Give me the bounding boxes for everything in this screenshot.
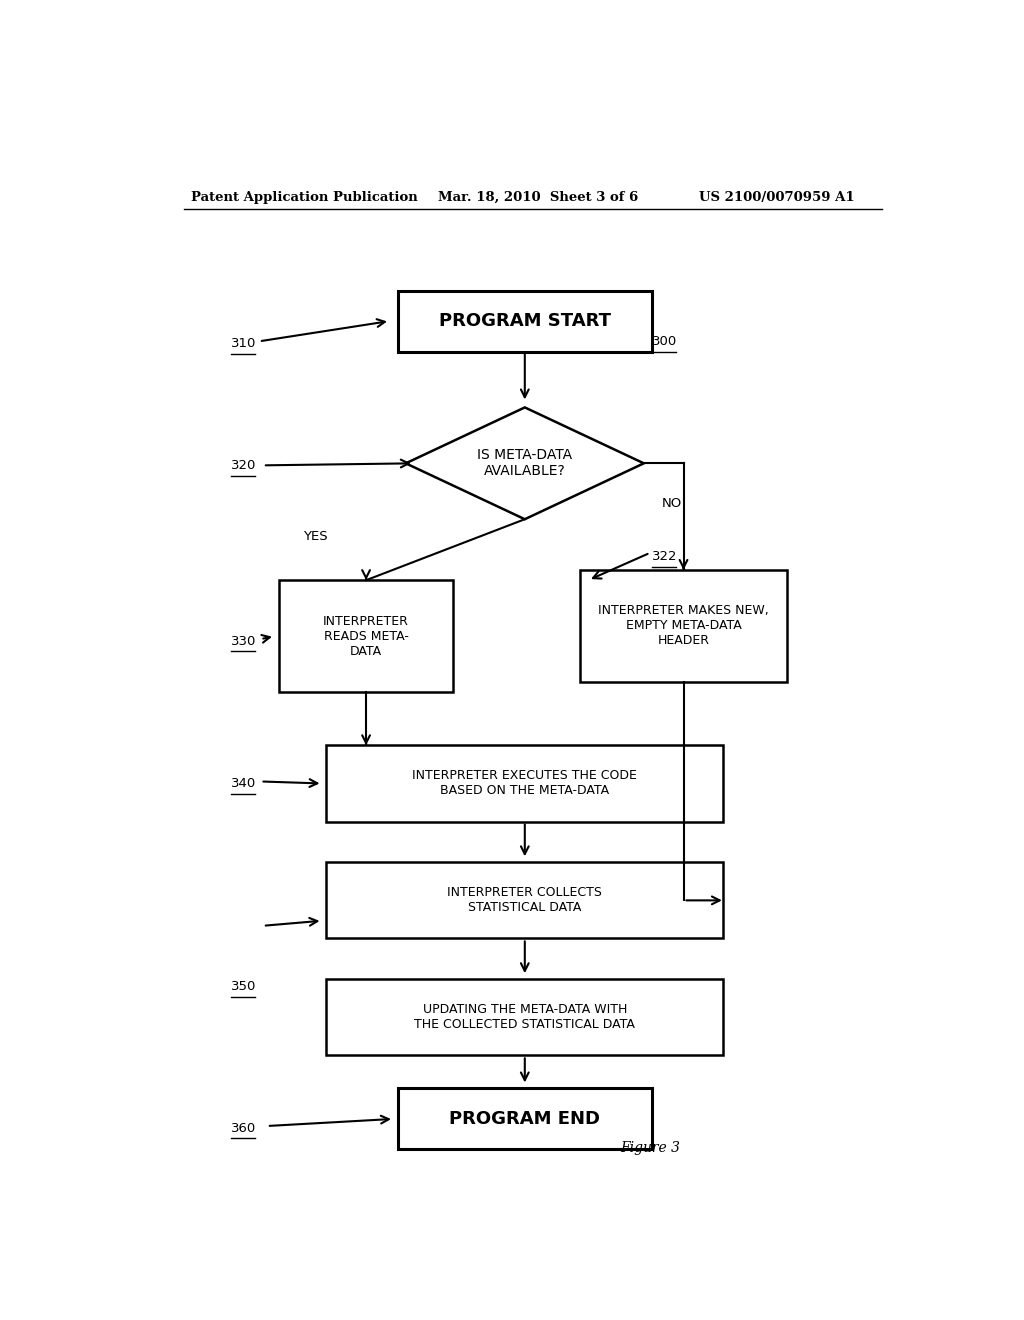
FancyBboxPatch shape [397,1089,651,1150]
Text: 310: 310 [231,337,257,350]
Text: INTERPRETER COLLECTS
STATISTICAL DATA: INTERPRETER COLLECTS STATISTICAL DATA [447,886,602,915]
Text: 360: 360 [231,1122,256,1135]
Text: 320: 320 [231,459,257,471]
FancyBboxPatch shape [327,862,723,939]
Text: INTERPRETER
READS META-
DATA: INTERPRETER READS META- DATA [324,615,409,657]
FancyBboxPatch shape [581,570,786,682]
Polygon shape [406,408,644,519]
Text: 330: 330 [231,635,257,648]
Text: Mar. 18, 2010  Sheet 3 of 6: Mar. 18, 2010 Sheet 3 of 6 [437,190,638,203]
FancyBboxPatch shape [397,290,651,351]
Text: INTERPRETER EXECUTES THE CODE
BASED ON THE META-DATA: INTERPRETER EXECUTES THE CODE BASED ON T… [413,770,637,797]
Text: 350: 350 [231,981,257,993]
Text: PROGRAM END: PROGRAM END [450,1110,600,1127]
Text: IS META-DATA
AVAILABLE?: IS META-DATA AVAILABLE? [477,449,572,478]
Text: YES: YES [303,531,328,543]
FancyBboxPatch shape [327,746,723,821]
Text: Patent Application Publication: Patent Application Publication [191,190,418,203]
FancyBboxPatch shape [327,979,723,1056]
Text: US 2100/0070959 A1: US 2100/0070959 A1 [699,190,855,203]
Text: 300: 300 [652,335,677,348]
Text: 340: 340 [231,777,256,789]
Text: UPDATING THE META-DATA WITH
THE COLLECTED STATISTICAL DATA: UPDATING THE META-DATA WITH THE COLLECTE… [415,1003,635,1031]
Text: PROGRAM START: PROGRAM START [439,312,610,330]
FancyBboxPatch shape [279,581,454,692]
Text: Figure 3: Figure 3 [620,1142,680,1155]
Text: 322: 322 [652,550,677,564]
Text: INTERPRETER MAKES NEW,
EMPTY META-DATA
HEADER: INTERPRETER MAKES NEW, EMPTY META-DATA H… [598,605,769,647]
Text: NO: NO [662,498,682,511]
